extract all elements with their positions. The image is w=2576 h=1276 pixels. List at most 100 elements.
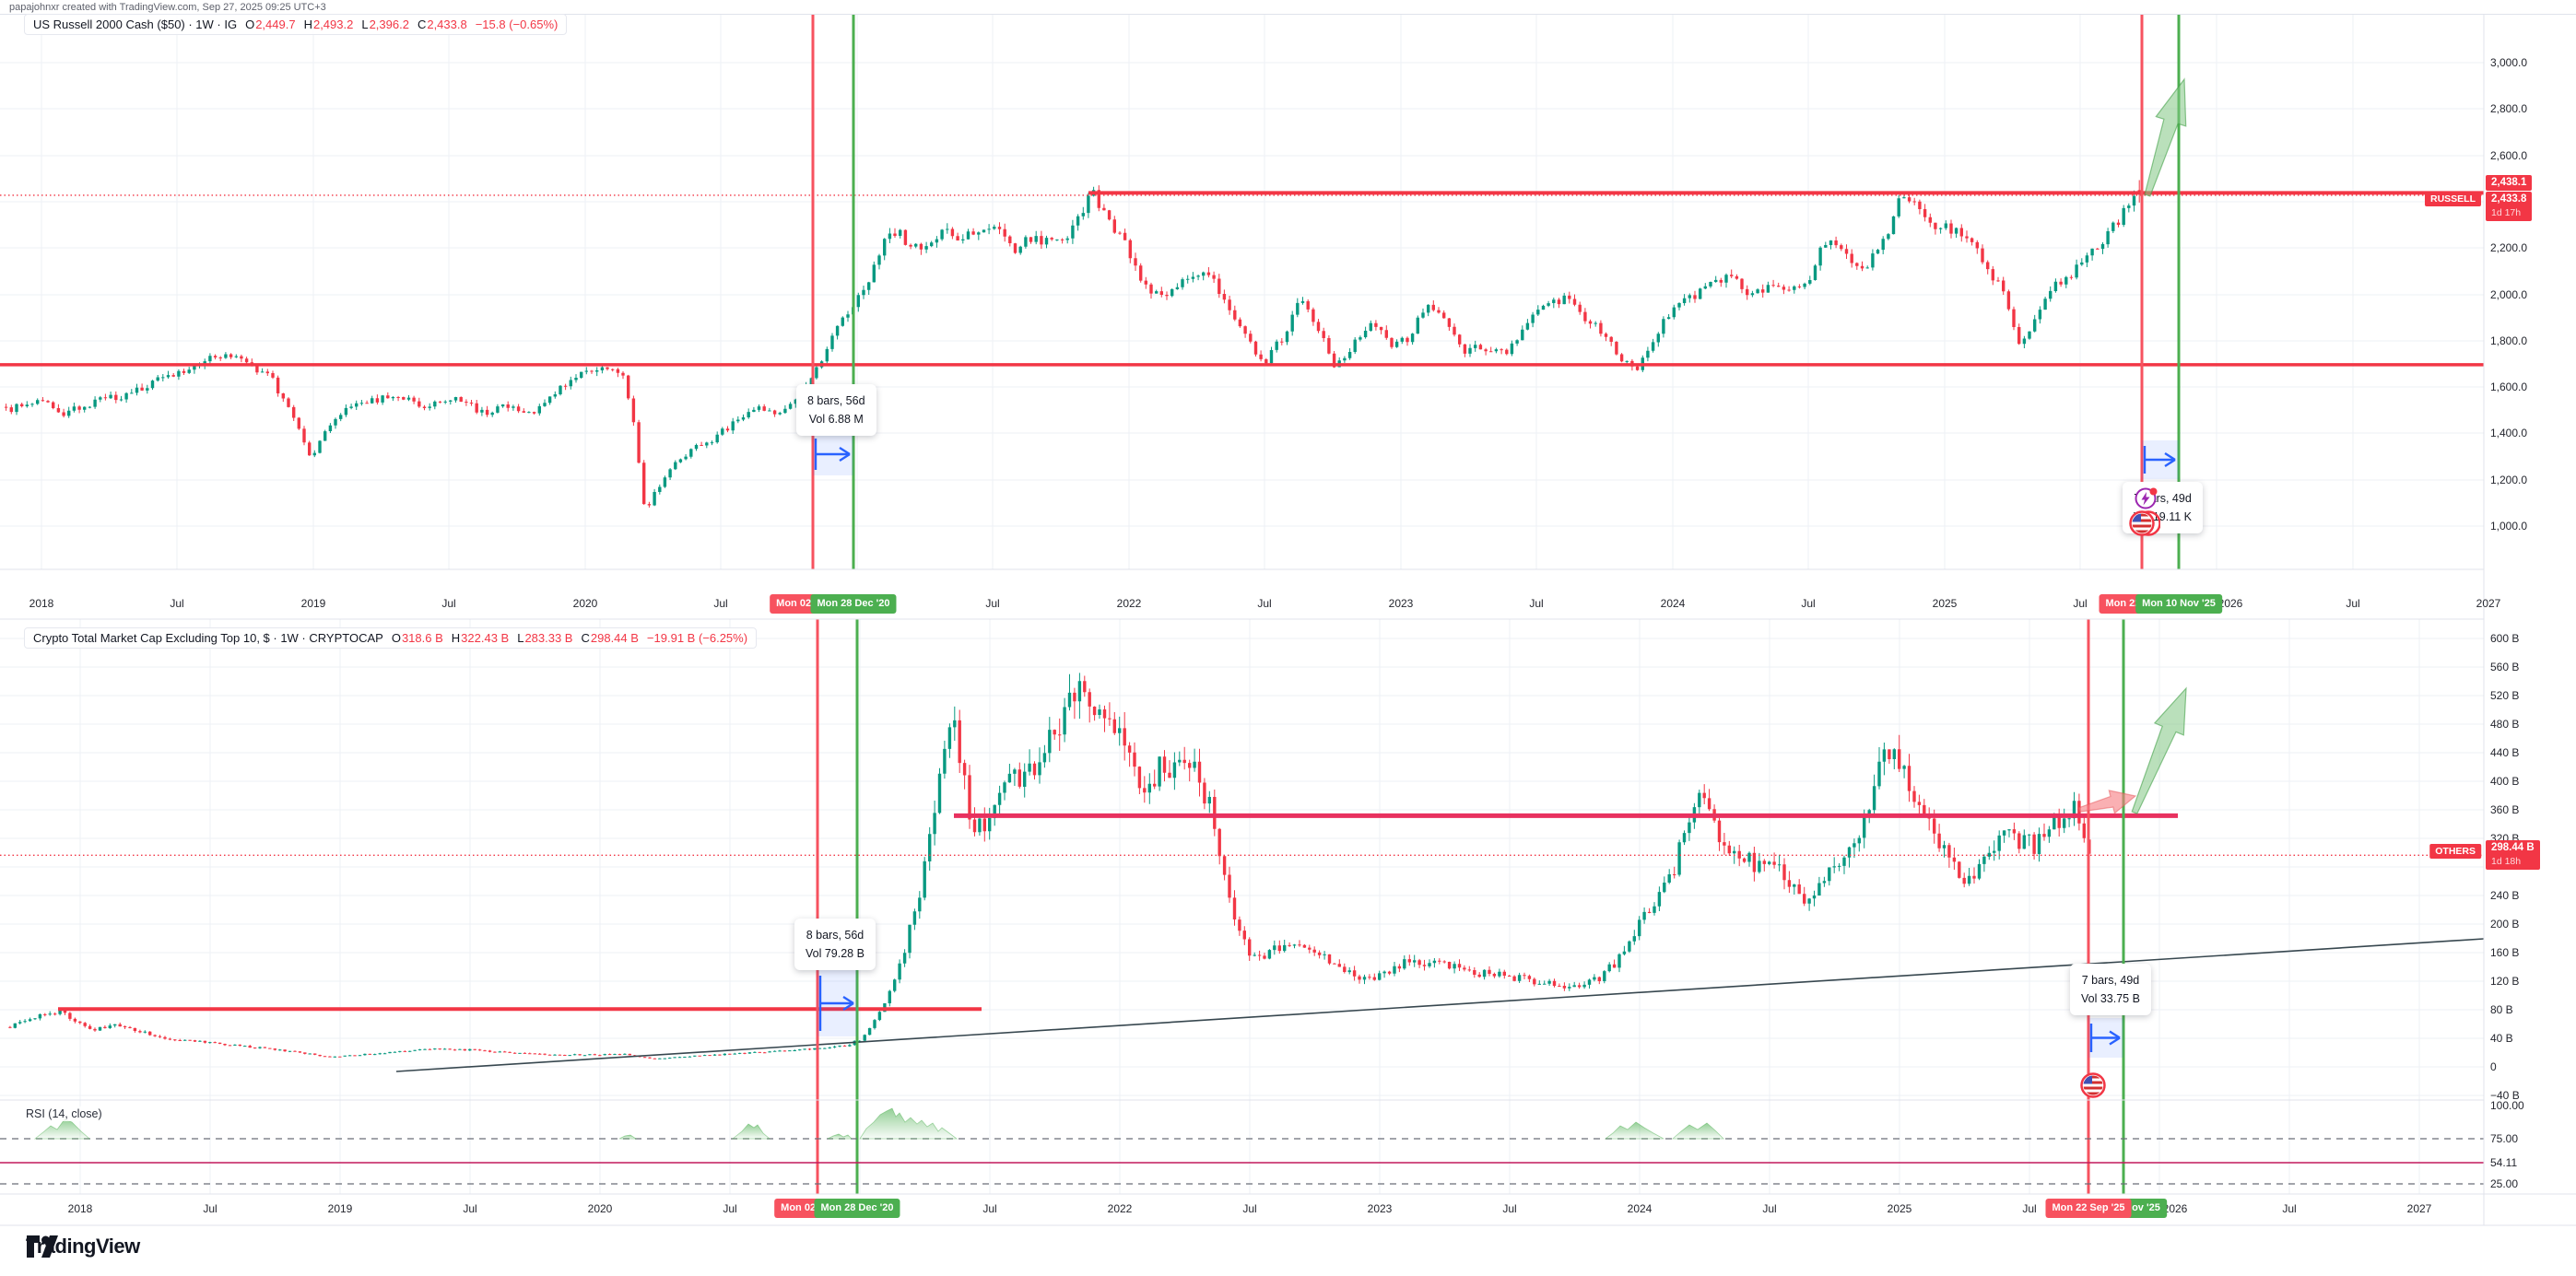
rsi-overbought-area: [618, 1134, 638, 1140]
date-badge-green: Mon 28 Dec '20: [810, 594, 897, 614]
time-axis-label: Jul: [1257, 597, 1272, 610]
attribution-text: papajohnxr created with TradingView.com,…: [9, 2, 326, 13]
ohlc-open-bottom: O318.6 B: [391, 631, 443, 645]
price-scale-label-bottom: 200 B: [2490, 918, 2520, 931]
time-axis-label: 2025: [1887, 1202, 1912, 1215]
time-axis-label: 2019: [327, 1202, 353, 1215]
ohlc-high-top: H2,493.2: [303, 18, 354, 31]
price-scale-label-top: 2,800.0: [2490, 102, 2528, 115]
time-axis-label: 2024: [1627, 1202, 1653, 1215]
ohlc-close-bottom: C298.44 B: [581, 631, 639, 645]
time-axis-label: 2023: [1388, 597, 1414, 610]
price-scale-label-top: 3,000.0: [2490, 56, 2528, 69]
time-axis-label: Jul: [1762, 1202, 1777, 1215]
rsi-scale-label: 54.11: [2490, 1156, 2518, 1169]
rsi-overbought-area: [731, 1123, 771, 1140]
price-scale-label-top: 1,600.0: [2490, 380, 2528, 393]
price-scale-label-top: 2,200.0: [2490, 241, 2528, 254]
time-axis-label: 2020: [572, 597, 598, 610]
symbol-pill-others: OTHERS: [2429, 844, 2481, 859]
price-scale-label-bottom: 560 B: [2490, 661, 2520, 673]
rsi-scale-label: 25.00: [2490, 1177, 2519, 1190]
price-scale-label-top: 2,600.0: [2490, 149, 2528, 162]
price-scale-label-top: 1,200.0: [2490, 474, 2528, 486]
price-scale-label-bottom: 480 B: [2490, 718, 2520, 731]
up-candle-bodies: [15, 190, 2136, 506]
date-badge-green: Mon 10 Nov '25: [2135, 594, 2222, 614]
time-axis-label: 2023: [1367, 1202, 1393, 1215]
price-scale-label-bottom: 360 B: [2490, 803, 2520, 816]
symbol-title-top: US Russell 2000 Cash ($50) · 1W · IG: [33, 18, 238, 31]
up-candle-bodies: [13, 681, 2076, 1059]
date-badge-red: Mon 22 Sep '25: [2045, 1199, 2132, 1218]
rsi-scale-label: 75.00: [2490, 1132, 2519, 1145]
rsi-overbought-area: [827, 1133, 853, 1140]
price-scale-label-bottom: 160 B: [2490, 946, 2520, 959]
change-top: −15.8 (−0.65%): [475, 18, 559, 31]
price-scale-label-bottom: 400 B: [2490, 775, 2520, 788]
up-candle-wicks: [16, 186, 2135, 507]
time-axis-label: 2022: [1116, 597, 1142, 610]
time-axis-label: 2018: [29, 597, 54, 610]
last-price-badge-russell: 2,433.8 1d 17h: [2486, 192, 2533, 221]
time-axis-label: 2022: [1107, 1202, 1133, 1215]
price-scale-label-bottom: 600 B: [2490, 632, 2520, 645]
bar-countdown-top: 1d 17h: [2491, 207, 2522, 218]
trendline[interactable]: [395, 938, 2485, 1072]
measure-tooltip-top-right: 7 bars, 49d Vol 19.11 K: [2123, 482, 2204, 533]
measure-tooltip-bottom-right: 7 bars, 49d Vol 33.75 B: [2070, 964, 2151, 1015]
trend-arrow[interactable]: [2077, 790, 2137, 814]
rsi-indicator-label[interactable]: RSI (14, close): [20, 1106, 108, 1121]
time-axis-label: Jul: [463, 1202, 477, 1215]
price-scale-label-bottom: 80 B: [2490, 1003, 2513, 1016]
symbol-pill-russell: RUSSELL: [2424, 192, 2481, 206]
price-line-label-2438[interactable]: 2,438.1: [2486, 175, 2533, 191]
price-scale-label-top: 2,000.0: [2490, 288, 2528, 301]
time-axis-label: Jul: [1502, 1202, 1517, 1215]
time-axis-top[interactable]: 2018 Jul 2019 Jul 2020 Jul Jul 2022 Jul 2023 Jul 20…: [0, 569, 2576, 619]
time-axis-label: Jul: [441, 597, 456, 610]
time-axis-label: Jul: [1242, 1202, 1257, 1215]
time-axis-label: Jul: [2282, 1202, 2297, 1215]
measure-tooltip-bottom-left: 8 bars, 56d Vol 79.28 B: [794, 919, 876, 970]
rsi-overbought-area: [859, 1107, 959, 1140]
time-axis-label: 2024: [1660, 597, 1686, 610]
time-axis-label: 2025: [1932, 597, 1958, 610]
price-scale-label-bottom: 0: [2490, 1060, 2497, 1073]
time-axis-label: Jul: [723, 1202, 737, 1215]
measure-tooltip-top-left: 8 bars, 56d Vol 6.88 M: [796, 384, 876, 436]
bar-countdown-bottom: 1d 18h: [2491, 856, 2522, 867]
rsi-scale-label: 100.00: [2490, 1099, 2524, 1112]
trend-arrow[interactable]: [2144, 77, 2187, 197]
legend-bottom[interactable]: Crypto Total Market Cap Excluding Top 10…: [24, 627, 758, 649]
tradingview-logo[interactable]: TradingView: [26, 1235, 140, 1258]
time-axis-bottom[interactable]: 2018 Jul 2019 Jul 2020 Jul Jul 2022 Jul 2023 Jul 20…: [0, 1194, 2576, 1225]
time-axis-label: 2019: [300, 597, 326, 610]
ohlc-open-top: O2,449.7: [245, 18, 296, 31]
time-axis-label: Jul: [713, 597, 728, 610]
symbol-title-bottom: Crypto Total Market Cap Excluding Top 10…: [33, 631, 383, 645]
ohlc-close-top: C2,433.8: [417, 18, 467, 31]
rsi-overbought-area: [1604, 1121, 1664, 1140]
price-scale-label-bottom: 440 B: [2490, 746, 2520, 759]
ohlc-high-bottom: H322.43 B: [451, 631, 510, 645]
ohlc-low-bottom: L283.33 B: [517, 631, 573, 645]
last-price-badge-others: 298.44 B 1d 18h: [2486, 840, 2540, 870]
up-candle-wicks: [14, 673, 2075, 1059]
tradingview-logo-mark: [27, 1235, 58, 1258]
ohlc-low-top: L2,396.2: [361, 18, 409, 31]
legend-top[interactable]: US Russell 2000 Cash ($50) · 1W · IG O2,…: [24, 14, 568, 35]
trend-arrow[interactable]: [2131, 686, 2187, 814]
rsi-overbought-area: [1671, 1122, 1724, 1140]
change-bottom: −19.91 B (−6.25%): [646, 631, 748, 645]
time-axis-label: Jul: [1801, 597, 1816, 610]
time-axis-label: Jul: [2022, 1202, 2037, 1215]
time-axis-label: Jul: [203, 1202, 218, 1215]
price-scale-label-bottom: 520 B: [2490, 689, 2520, 702]
time-axis-label: Jul: [1529, 597, 1544, 610]
price-scale-label-bottom: −40 B: [2490, 1089, 2520, 1102]
time-axis-label: Jul: [170, 597, 184, 610]
time-axis-label: 2026: [2162, 1202, 2188, 1215]
